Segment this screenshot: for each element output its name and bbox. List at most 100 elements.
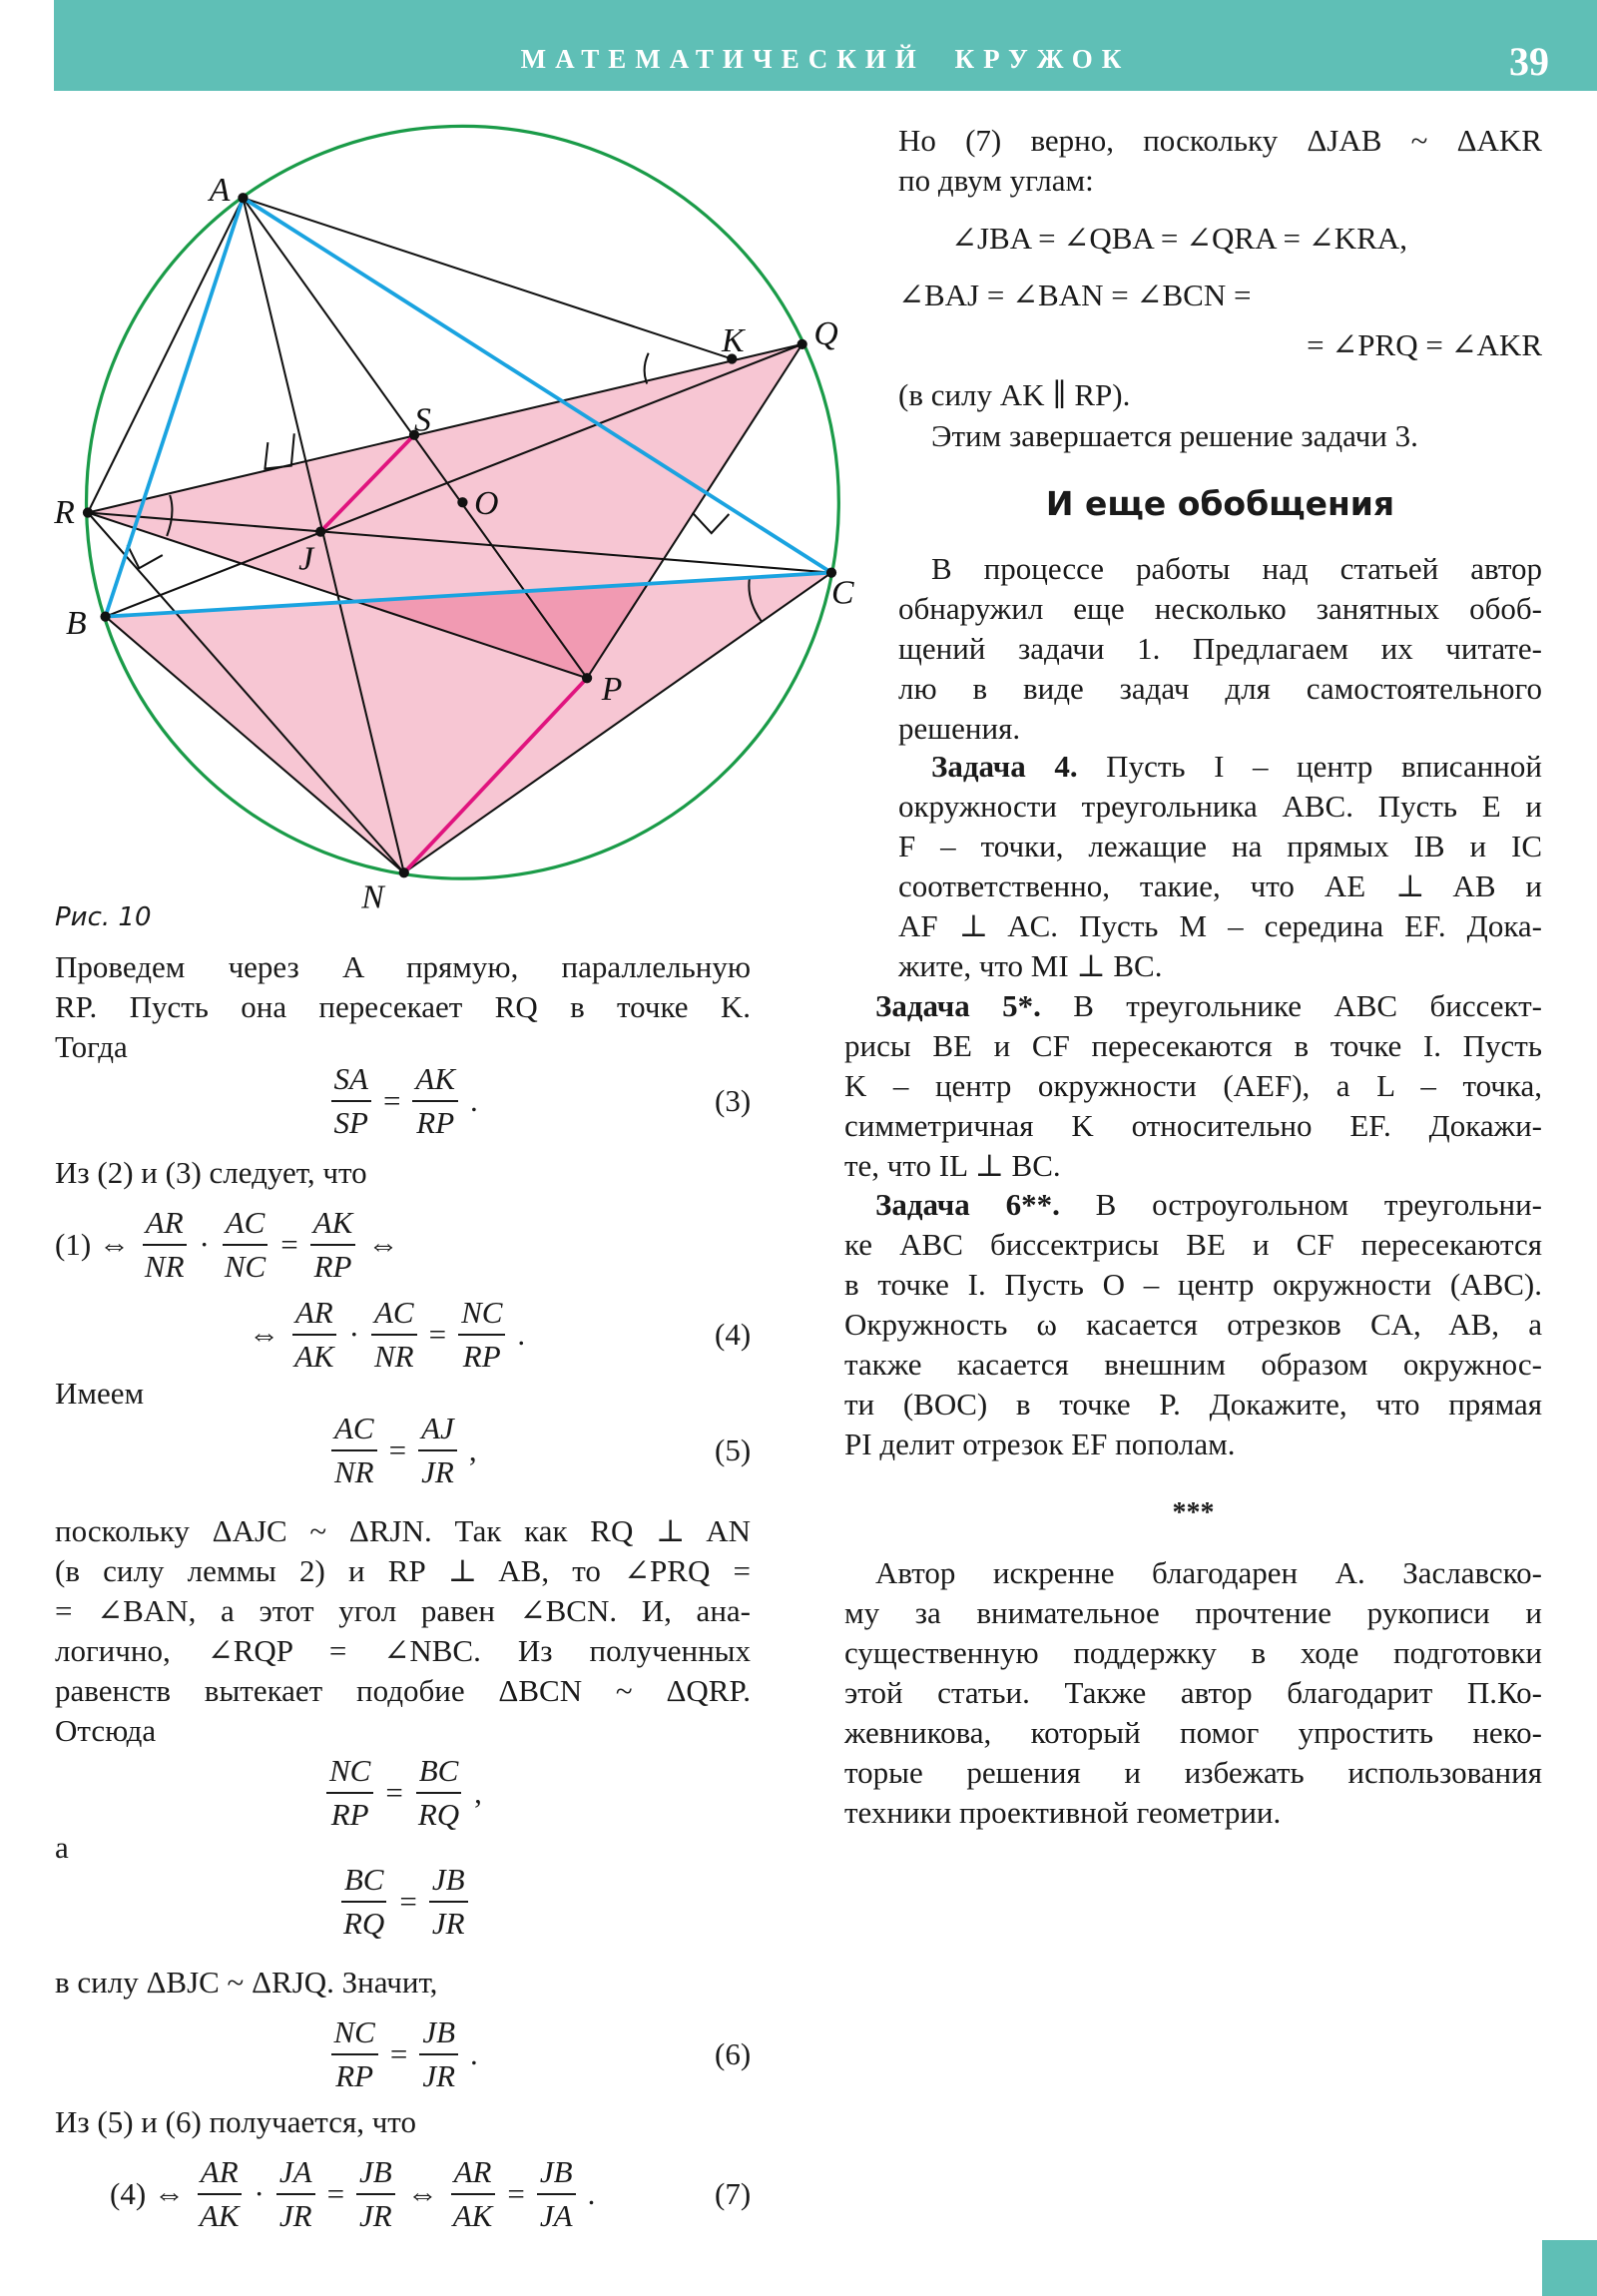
black-segments [87,197,832,874]
denominator: RP [313,1249,352,1284]
fraction: JB JR [419,2011,459,2097]
numerator: JA [275,2151,315,2195]
label-N: N [360,878,386,915]
equation: SA SP = AK RP. [325,1058,484,1144]
text-line: Имеем [55,1376,145,1411]
numerator: NC [330,2011,378,2055]
denominator: RP [330,1797,369,1832]
fraction: AR NR [142,1202,188,1288]
equation: (4) ⇔ AR AK · JA JR = JB JR ⇔ AR AK = JB JA. [104,2151,601,2237]
text-line: решения. [898,711,1021,746]
text-line: окружности треугольника ABC. Пусть E и [898,789,1542,824]
fraction: AK RP [309,1202,356,1288]
denominator: RP [335,2058,374,2093]
numerator: AC [222,1202,268,1246]
header-bar: МАТЕМАТИЧЕСКИЙ КРУЖОК 39 [54,0,1597,91]
fraction: NC RP [330,2011,378,2097]
equation-number: (4) [715,1317,752,1352]
equation-operator: = [399,1884,417,1919]
label-A: A [208,172,231,209]
denominator: SP [333,1105,368,1140]
equation-operator: = [326,2176,345,2211]
equation-operator: . [470,1083,478,1118]
denominator: JR [431,1906,465,1941]
text-line: ∠JBA = ∠QBA = ∠QRA = ∠KRA, [951,221,1407,256]
text-line: в точке I. Пусть O – центр окружности (A… [844,1267,1542,1302]
text-line: Автор искренне благодарен А. Заславско- [875,1555,1542,1590]
equation-operator: ⇔ [249,1317,279,1352]
label-P: P [601,671,623,708]
numerator: JB [356,2151,395,2195]
text-line: те, что IL ⊥ BC. [844,1148,1061,1183]
text-line: поскольку ΔAJC ~ ΔRJN. Так как RQ ⊥ AN [55,1513,751,1548]
equation: (1) ⇔ AR NR · AC NC = AK RP ⇔ [49,1202,404,1288]
text-line: симметричная K относительно EF. Докажи- [844,1108,1542,1143]
denominator: NR [334,1454,374,1489]
denominator: JA [539,2198,573,2233]
denominator: AK [199,2198,240,2233]
text-line: жевникова, который помог упростить неко- [844,1715,1542,1750]
equation-operator: , [468,1433,477,1467]
numerator: NC [458,1292,506,1336]
circumcircle [84,124,840,880]
text-line: а [55,1830,69,1865]
fraction: AR AK [450,2151,496,2237]
numerator: AK [309,1202,356,1246]
section-heading: И еще обобщения [1045,484,1395,523]
text-line: ти (BOC) в точке P. Докажите, что прямая [844,1387,1542,1422]
corner-tab [1542,2240,1597,2296]
denominator: NR [144,1249,185,1284]
text-line: ∠BAJ = ∠BAN = ∠BCN = [898,278,1252,312]
text-line: в силу ΔBJC ~ ΔRJQ. Значит, [55,1965,438,2000]
equation-operator: = [507,2176,525,2211]
numerator: SA [330,1058,371,1102]
fraction: JB JR [356,2151,395,2237]
text-line: Из (2) и (3) следует, что [55,1155,367,1190]
text-line: му за внимательное прочтение рукописи и [844,1595,1542,1630]
equation-operator: . [587,2176,596,2211]
denominator: NR [373,1339,414,1374]
text-line: AF ⊥ AC. Пусть M – середина EF. Дока- [898,908,1542,943]
equation-number: (3) [715,1083,752,1118]
label-C: C [831,574,854,611]
equation-operator: = [428,1317,447,1352]
text-line: по двум углам: [898,163,1094,198]
equation-operator: = [280,1227,298,1262]
label-S: S [414,401,431,438]
fraction: SA SP [330,1058,371,1144]
fraction: AR AK [291,1292,337,1378]
equation-operator: · [199,1227,210,1262]
text-line: (в силу леммы 2) и RP ⊥ AB, то ∠PRQ = [55,1553,751,1588]
fraction: JB JA [536,2151,576,2237]
text-line: щений задачи 1. Предлагаем их читате- [898,631,1542,666]
text-line: PI делит отрезок EF пополам. [844,1427,1236,1461]
text-line: Задача 5*. В треугольнике ABC биссект- [875,988,1542,1023]
denominator: RQ [417,1797,460,1832]
equation-operator: ⇔ [367,1227,399,1262]
equation-operator: · [348,1317,359,1352]
fraction: AC NC [222,1202,268,1288]
numerator: AK [412,1058,459,1102]
numerator: AR [197,2151,242,2195]
equation: AC NR = AJ JR, [325,1408,483,1493]
equation-operator: = [382,1083,401,1118]
denominator: JR [359,2198,392,2233]
fraction: BC RQ [340,1859,387,1945]
page-number: 39 [1509,39,1549,84]
numerator: JB [419,2011,459,2055]
equation-operator: = [388,1433,407,1467]
numerator: BC [340,1859,387,1903]
text-line: торые решения и избежать использования [844,1755,1542,1790]
text-line: Но (7) верно, поскольку ΔJAB ~ ΔAKR [898,123,1542,158]
denominator: NC [224,1249,266,1284]
denominator: RQ [343,1906,385,1941]
fraction: AK RP [412,1058,459,1144]
equation-operator: . [517,1317,526,1352]
points [82,193,837,878]
denominator: JR [421,1454,454,1489]
label-K: K [721,322,746,359]
label-B: B [66,605,87,642]
numerator: JB [428,1859,468,1903]
numerator: JB [536,2151,576,2195]
text-line: логично, ∠RQP = ∠NBC. Из полученных [55,1633,751,1668]
